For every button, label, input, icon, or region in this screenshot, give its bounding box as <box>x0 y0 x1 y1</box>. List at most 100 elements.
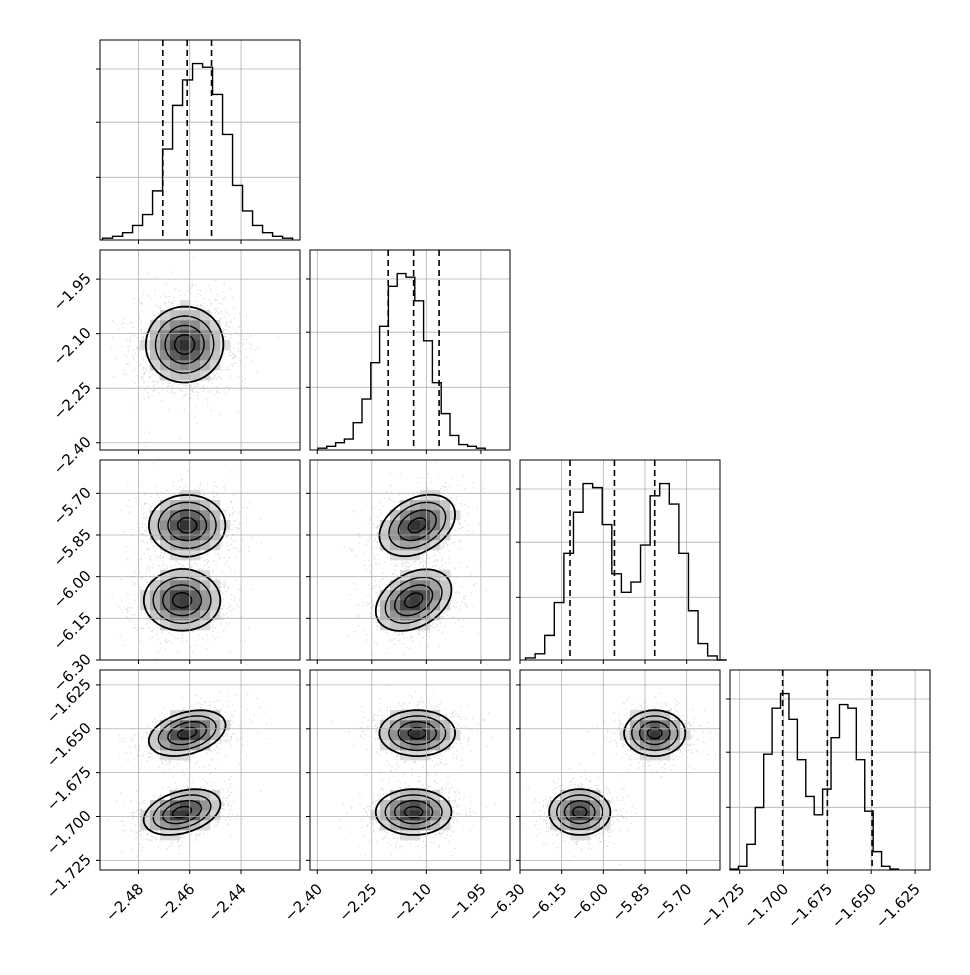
density-cell <box>410 510 421 521</box>
panel-1-2-frame <box>309 459 511 661</box>
density-cell <box>380 820 391 831</box>
density-cell <box>580 800 591 811</box>
density-cell <box>190 350 201 361</box>
density-cell <box>180 540 191 551</box>
density-cell <box>410 590 421 601</box>
density-cell <box>590 790 601 801</box>
contour-level-3 <box>144 305 225 384</box>
density-cell <box>400 620 411 631</box>
density-cell <box>180 500 191 511</box>
diagonal-panel-1 <box>309 249 511 451</box>
density-cell <box>380 620 391 631</box>
density-cell <box>170 330 181 341</box>
contour-level-3 <box>142 709 227 836</box>
x-tick-label: −6.00 <box>567 880 612 925</box>
density-cell <box>200 740 211 751</box>
diagonal-panel-2 <box>519 459 721 661</box>
panel-1-3-frame <box>309 669 511 871</box>
density-cell <box>180 510 191 521</box>
density-cell <box>200 800 211 811</box>
density-cell <box>430 800 441 811</box>
density-cell <box>180 310 191 321</box>
density-cell <box>410 800 421 811</box>
contour-level-0 <box>171 726 198 819</box>
density-cell <box>200 810 211 821</box>
density-cell <box>410 540 421 551</box>
x-tick-label: −2.48 <box>102 880 147 925</box>
y-tick-label: −1.675 <box>43 763 95 815</box>
density-cell <box>660 730 671 741</box>
x-tick-label: −1.725 <box>696 880 748 932</box>
panel-1-2 <box>341 461 487 656</box>
density-cell <box>160 520 171 531</box>
density-cell <box>180 600 191 611</box>
density-cell <box>160 810 171 821</box>
density-cell <box>180 740 191 751</box>
scatter-points <box>107 691 268 857</box>
density-cell <box>170 350 181 361</box>
density-cell <box>190 600 201 611</box>
density-cell <box>190 810 201 821</box>
density-cell <box>150 610 161 621</box>
x-tick-label: −2.10 <box>390 880 435 925</box>
density-cell <box>180 820 191 831</box>
density-cell <box>390 610 401 621</box>
density-cell <box>400 580 411 591</box>
x-tick-label: −1.675 <box>784 880 836 932</box>
density-cell <box>600 810 611 821</box>
density-cell <box>160 580 171 591</box>
density-cell <box>420 500 431 511</box>
y-tick-label: −6.15 <box>50 608 95 653</box>
density-cell <box>560 800 571 811</box>
x-tick-label: −2.40 <box>281 880 326 925</box>
x-tick-label: −1.625 <box>872 880 924 932</box>
density-cell <box>170 820 181 831</box>
density-cell <box>410 820 421 831</box>
density-cell <box>200 510 211 521</box>
density-cell <box>190 740 201 751</box>
density-cell <box>170 620 181 631</box>
density-cell <box>160 590 171 601</box>
density-cell <box>400 730 411 741</box>
density-cell <box>410 610 421 621</box>
density-cell <box>170 790 181 801</box>
x-tick-label: −6.30 <box>484 880 529 925</box>
density-cell <box>420 810 431 821</box>
density-cell <box>190 330 201 341</box>
density-cell <box>420 600 431 611</box>
density-cell <box>150 360 161 371</box>
density-cell <box>160 320 171 331</box>
density-cell <box>160 510 171 521</box>
density-cell <box>180 350 191 361</box>
density-cell <box>410 710 421 721</box>
density-cell <box>440 800 451 811</box>
density-cell <box>200 580 211 591</box>
density-cell <box>160 570 171 581</box>
density-cell <box>580 820 591 831</box>
density-cell <box>170 810 181 821</box>
density-cell <box>150 740 161 751</box>
density-cell <box>180 730 191 741</box>
density-cell <box>410 730 421 741</box>
density-cell <box>200 370 211 381</box>
x-tick-label: −2.46 <box>153 880 198 925</box>
density-cell <box>170 570 181 581</box>
density-cell <box>410 720 421 731</box>
density-cell <box>160 350 171 361</box>
density-cell <box>170 310 181 321</box>
density-cell <box>200 600 211 611</box>
diagonal-panel-3 <box>729 669 931 871</box>
histogram-0 <box>101 62 294 240</box>
density-cell <box>160 370 171 381</box>
density-cell <box>160 600 171 611</box>
density-cell <box>430 710 441 721</box>
density-cell <box>420 610 431 621</box>
panel-0-3 <box>107 691 268 857</box>
density-cell <box>430 610 441 621</box>
density-cell <box>380 590 391 601</box>
x-tick-label: −1.95 <box>444 880 489 925</box>
density-cell <box>400 820 411 831</box>
density-cell <box>180 800 191 811</box>
density-cell <box>410 520 421 531</box>
